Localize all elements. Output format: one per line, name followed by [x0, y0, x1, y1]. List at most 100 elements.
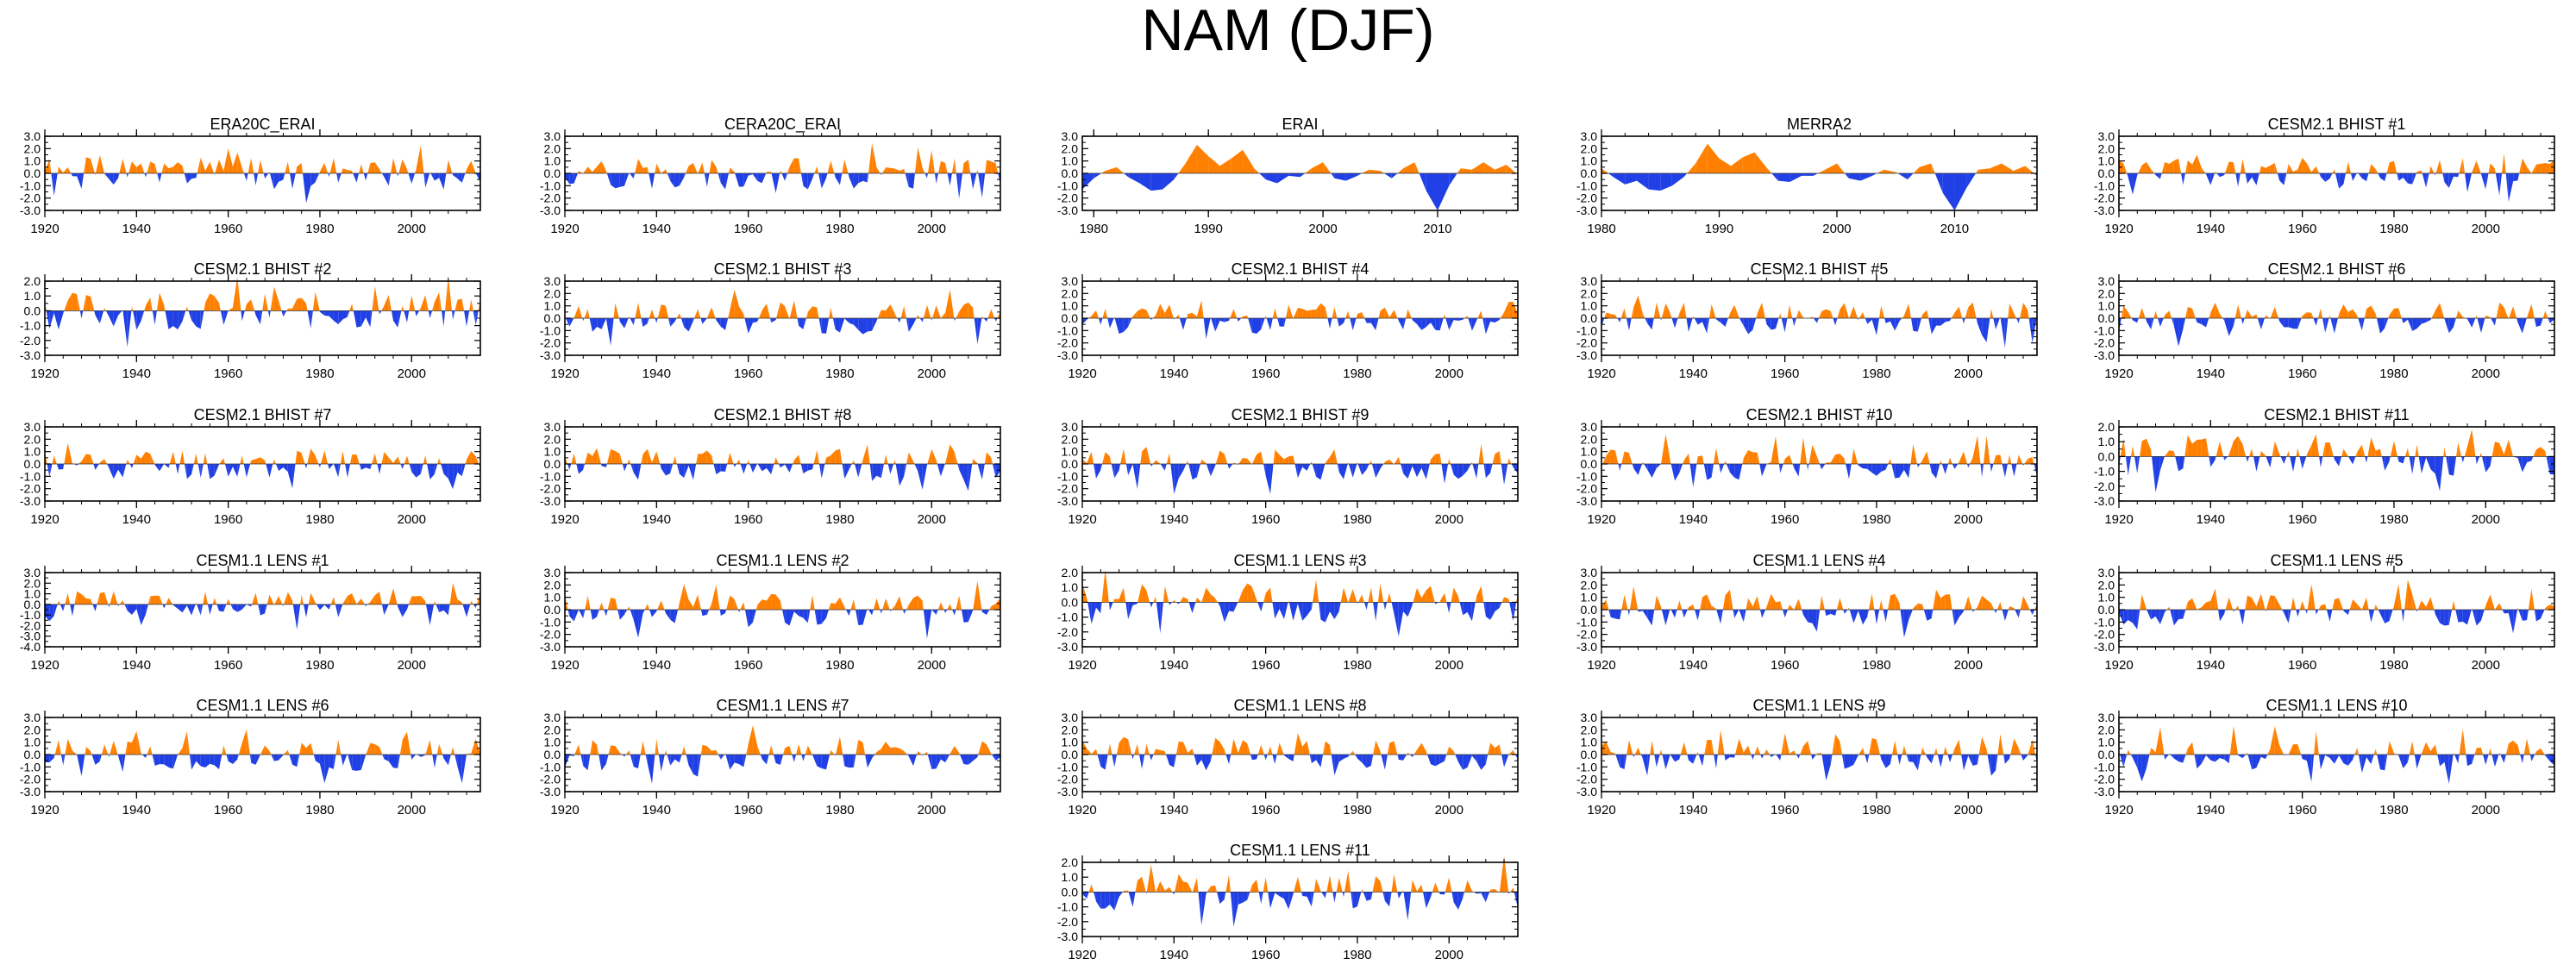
data-area: [1844, 303, 1849, 318]
data-area: [2306, 454, 2307, 457]
data-area: [53, 604, 58, 617]
data-area: [1922, 604, 1924, 610]
data-area: [2378, 173, 2380, 179]
chart-panel: CERA20C_ERAI-3.0-2.0-1.00.01.02.03.01920…: [540, 116, 1001, 236]
data-area: [1725, 318, 1728, 327]
data-area: [2306, 445, 2312, 457]
data-area: [1164, 586, 1169, 603]
data-area: [119, 159, 123, 173]
data-area: [132, 604, 137, 615]
data-area: [848, 173, 849, 178]
data-area: [214, 755, 219, 770]
data-area: [1377, 583, 1381, 603]
data-area: [1142, 447, 1147, 464]
data-area: [893, 459, 895, 464]
data-area: [133, 454, 137, 464]
data-area: [104, 173, 110, 179]
data-area: [2146, 318, 2152, 330]
data-area: [370, 742, 375, 755]
x-tick-label: 2000: [1435, 512, 1463, 527]
data-area: [2018, 610, 2021, 618]
data-area: [2403, 318, 2408, 323]
data-area: [775, 755, 780, 766]
x-tick-label: 1960: [214, 658, 242, 673]
data-area: [881, 310, 887, 318]
data-area: [145, 755, 147, 759]
data-area: [2013, 166, 2026, 173]
data-area: [65, 592, 68, 605]
data-area: [2446, 456, 2449, 475]
data-area: [1808, 444, 1813, 464]
data-area: [744, 610, 749, 628]
data-area: [2034, 173, 2037, 176]
data-area: [830, 603, 836, 610]
data-area: [1757, 596, 1761, 610]
data-area: [757, 464, 762, 472]
data-area: [2141, 438, 2147, 457]
y-tick-label: 0.0: [544, 457, 561, 471]
y-tick-label: 3.0: [544, 420, 561, 434]
data-area: [443, 464, 448, 479]
data-area: [1150, 173, 1163, 191]
data-area: [2491, 442, 2495, 457]
data-area: [1398, 456, 1401, 464]
data-area: [53, 310, 59, 330]
data-area: [2549, 604, 2554, 610]
data-area: [1865, 318, 1868, 324]
data-area: [1845, 173, 1849, 179]
data-area: [164, 604, 166, 609]
data-area: [1910, 444, 1914, 464]
data-area: [587, 595, 591, 610]
data-area: [315, 602, 317, 605]
data-area: [1802, 610, 1803, 615]
data-area: [347, 310, 350, 317]
data-area: [443, 173, 447, 190]
data-area: [2242, 610, 2246, 625]
data-area: [1366, 464, 1369, 470]
data-area: [2528, 588, 2532, 610]
data-area: [1990, 603, 1995, 610]
data-area: [56, 464, 59, 470]
data-area: [613, 303, 616, 318]
x-tick-label: 1920: [550, 366, 579, 381]
x-tick-label: 1960: [734, 658, 762, 673]
data-area: [382, 755, 385, 760]
data-area: [232, 464, 238, 478]
data-area: [342, 310, 348, 320]
data-area: [2444, 447, 2447, 457]
data-area: [693, 464, 697, 480]
data-area: [1835, 454, 1840, 464]
data-area: [1729, 589, 1733, 610]
data-area: [1467, 464, 1471, 471]
data-area: [569, 610, 574, 622]
data-area: [781, 173, 786, 181]
data-area: [333, 310, 339, 325]
data-area: [1152, 460, 1156, 464]
x-tick-label: 1940: [2197, 658, 2225, 673]
data-area: [329, 755, 334, 769]
data-area: [398, 755, 400, 768]
data-area: [1366, 602, 1369, 611]
data-area: [726, 595, 730, 610]
data-area: [1380, 464, 1384, 469]
data-area: [725, 318, 729, 330]
data-area: [1720, 610, 1723, 624]
data-area: [432, 755, 435, 768]
data-area: [91, 159, 95, 173]
data-area: [304, 464, 306, 469]
data-area: [2452, 600, 2454, 610]
x-tick-label: 2000: [1435, 658, 1463, 673]
data-area: [2316, 166, 2320, 173]
data-area: [1188, 312, 1193, 318]
data-area: [391, 158, 393, 173]
data-area: [2429, 166, 2431, 173]
data-area: [597, 160, 602, 173]
data-area: [1679, 464, 1683, 473]
data-area: [258, 160, 260, 173]
data-area: [2266, 595, 2271, 610]
data-area: [1931, 610, 1934, 619]
data-area: [191, 604, 196, 616]
data-area: [2548, 318, 2550, 323]
data-area: [162, 604, 165, 609]
y-tick-label: -1.0: [1057, 179, 1078, 192]
